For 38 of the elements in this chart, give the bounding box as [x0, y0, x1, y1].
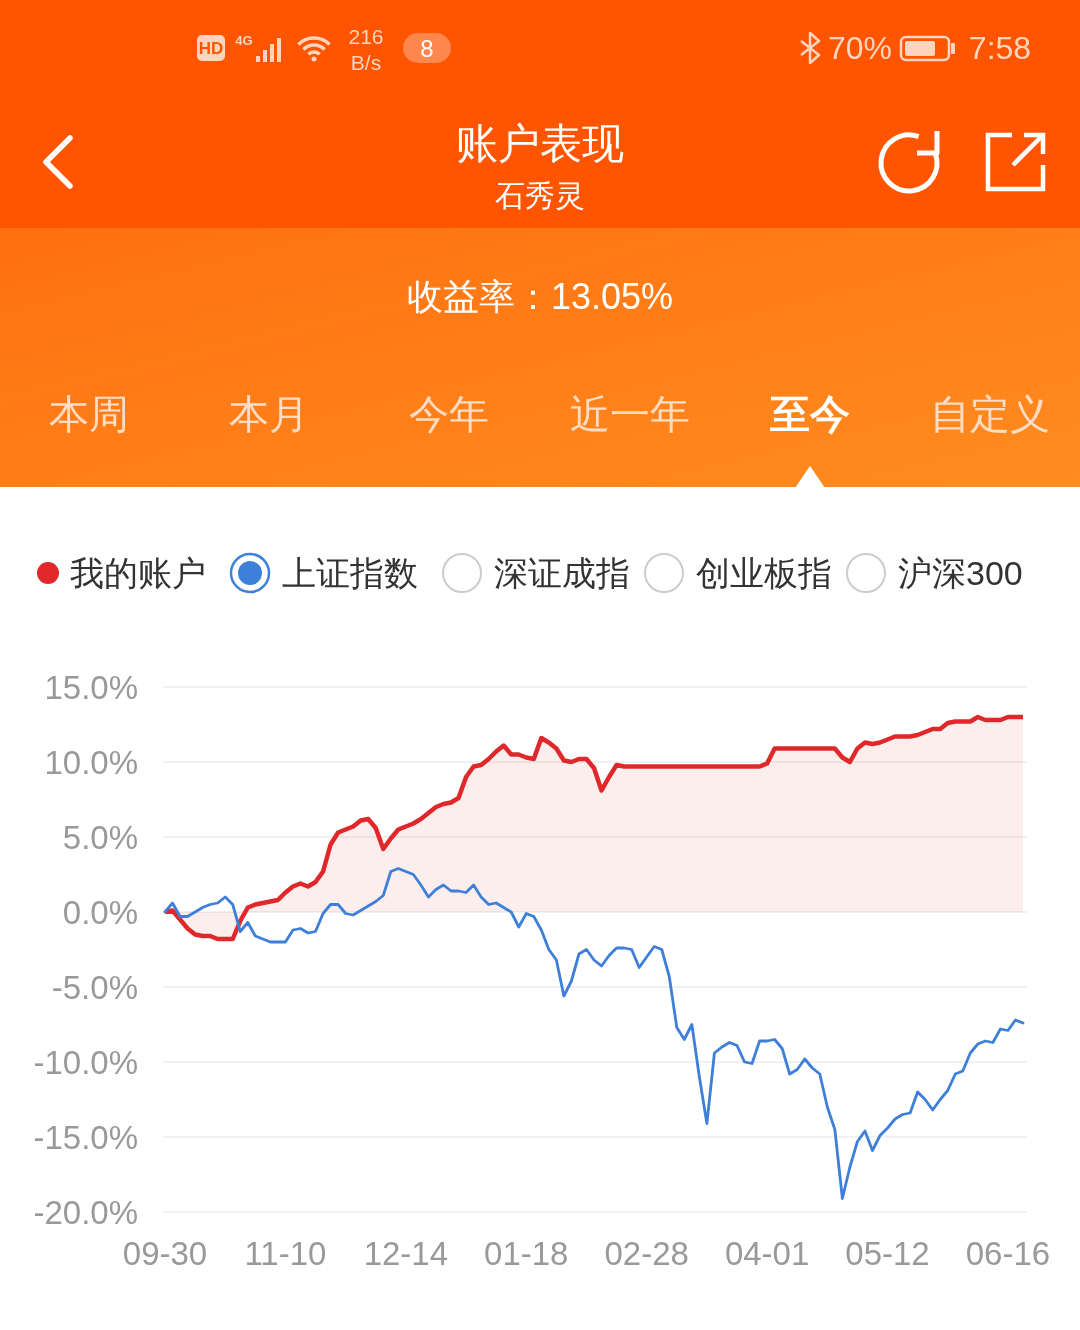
text: 216 — [348, 24, 384, 48]
legend-option: 创业板指 — [644, 553, 832, 593]
text: 4G — [235, 32, 253, 48]
text: 7:58 — [968, 30, 1032, 66]
y-tick-label: -20.0% — [33, 1193, 138, 1231]
y-tick-label: -10.0% — [33, 1043, 138, 1081]
x-tick-label: 12-14 — [363, 1234, 449, 1272]
text: 本周 — [49, 392, 129, 436]
x-tick-label: 09-30 — [122, 1234, 208, 1272]
x-tick-label: 06-16 — [965, 1234, 1051, 1272]
legend-option: 沪深300 — [846, 553, 1023, 593]
legend-label: 上证指数 — [282, 554, 418, 592]
y-tick-label: -5.0% — [51, 968, 138, 1006]
y-tick-label: -15.0% — [33, 1118, 138, 1156]
y-tick-label: 10.0% — [44, 743, 138, 781]
text: 8 — [420, 34, 434, 62]
y-tick-label: 5.0% — [62, 818, 138, 856]
text: 70% — [827, 30, 893, 66]
legend-item: 上证指数 — [229, 552, 418, 594]
text: 自定义 — [930, 392, 1050, 436]
text: 收益率：13.05% — [406, 275, 674, 317]
text: 今年 — [409, 392, 489, 436]
text: 近一年 — [570, 392, 690, 436]
legend-label: 我的账户 — [70, 554, 206, 592]
x-tick-label: 02-28 — [604, 1234, 689, 1272]
text: B/s — [350, 50, 382, 74]
x-tick-label: 01-18 — [484, 1234, 569, 1272]
legend-option: 深证成指 — [442, 553, 630, 593]
text: 至今 — [769, 392, 850, 436]
y-tick-label: 15.0% — [44, 668, 138, 706]
chart-subtitle: 石秀灵 — [495, 178, 585, 212]
x-tick-label: 05-12 — [845, 1234, 930, 1272]
chart-title: 账户表现 — [456, 119, 624, 167]
y-tick-label: 0.0% — [62, 893, 138, 931]
text: 本月 — [229, 392, 309, 436]
legend-item: 我的账户 — [37, 554, 206, 592]
x-tick-label: 04-01 — [724, 1234, 810, 1272]
x-tick-label: 11-10 — [244, 1234, 327, 1272]
